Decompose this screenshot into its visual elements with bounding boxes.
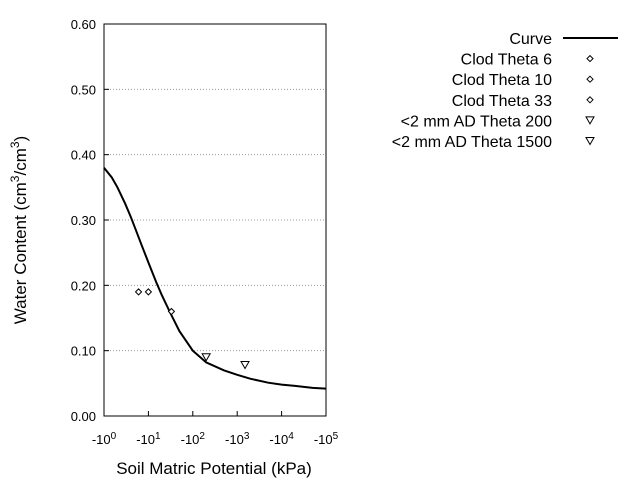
legend-triangle-marker bbox=[585, 116, 595, 125]
legend-label: <2 mm AD Theta 200 bbox=[401, 113, 552, 130]
data-point bbox=[134, 288, 143, 296]
legend-label: <2 mm AD Theta 1500 bbox=[392, 134, 552, 151]
x-tick-label: -102 bbox=[181, 431, 206, 448]
data-point bbox=[167, 307, 176, 316]
legend-label: Clod Theta 33 bbox=[452, 93, 552, 110]
legend-label: Clod Theta 6 bbox=[461, 52, 552, 69]
x-tick-label: -105 bbox=[314, 431, 339, 448]
legend-triangle-marker bbox=[585, 137, 595, 146]
legend-diamond-marker bbox=[586, 96, 594, 104]
legend-diamond-marker bbox=[586, 54, 594, 63]
y-tick-label: 0.60 bbox=[71, 17, 96, 32]
x-tick-labels: -100 -101 -102 -103 -104 -105 bbox=[92, 411, 339, 447]
y-tick-label: 0.10 bbox=[71, 344, 96, 359]
data-series bbox=[103, 167, 327, 390]
x-tick-label: -104 bbox=[269, 431, 294, 448]
x-tick-label: -101 bbox=[136, 431, 161, 448]
x-tick-label: -103 bbox=[225, 431, 250, 448]
series-line-curve bbox=[103, 167, 327, 390]
legend-label: Curve bbox=[509, 31, 552, 48]
x-tick-label: -100 bbox=[92, 431, 117, 448]
y-tick-label: 0.20 bbox=[71, 278, 96, 293]
grid-lines bbox=[104, 88, 326, 352]
data-point bbox=[240, 361, 250, 370]
legend: Curve Clod Theta 6 Clod Theta 10 Clod Theta… bbox=[392, 31, 618, 151]
data-point bbox=[201, 353, 212, 362]
legend-diamond-marker bbox=[586, 75, 594, 83]
data-point bbox=[144, 288, 153, 296]
y-tick-labels: 0.00 0.10 0.20 0.30 0.40 0.50 0.60 bbox=[71, 17, 109, 424]
y-tick-label: 0.00 bbox=[71, 409, 96, 424]
plot-frame bbox=[103, 23, 327, 417]
y-tick-label: 0.40 bbox=[71, 148, 96, 163]
y-tick-label: 0.30 bbox=[71, 213, 96, 228]
x-axis-label: Soil Matric Potential (kPa) bbox=[116, 459, 312, 478]
legend-label: Clod Theta 10 bbox=[452, 72, 552, 89]
y-tick-label: 0.50 bbox=[71, 82, 96, 97]
y-axis-label: Water Content (cm3/cm3) bbox=[8, 136, 30, 324]
